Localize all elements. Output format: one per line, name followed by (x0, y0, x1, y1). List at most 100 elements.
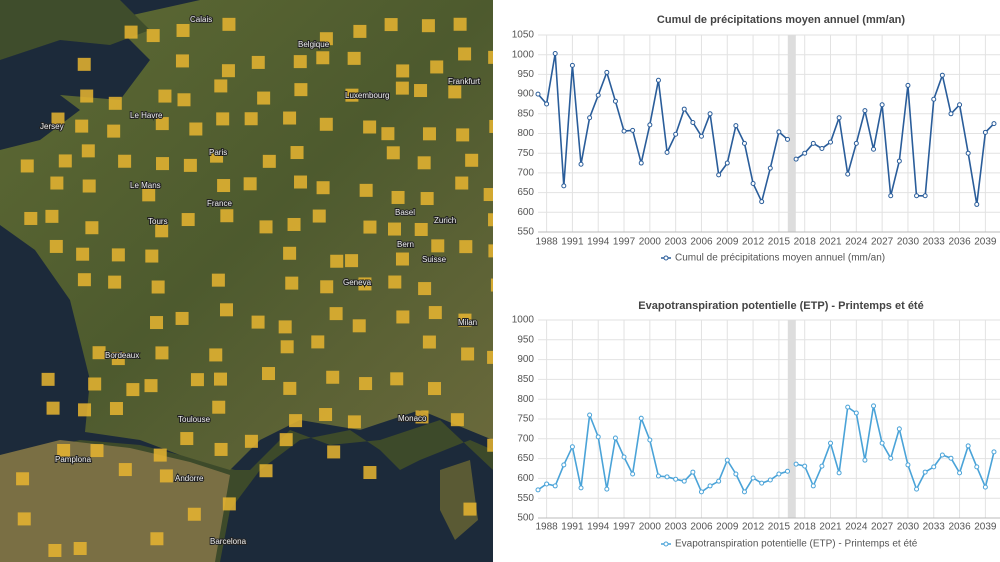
grid-cell (251, 55, 265, 69)
grid-cell (395, 81, 409, 95)
data-point (535, 487, 541, 493)
y-tick-label: 550 (517, 227, 534, 238)
y-tick-label: 650 (517, 453, 534, 464)
grid-cell (259, 220, 273, 234)
grid-cell (251, 315, 265, 329)
legend-swatch (663, 255, 669, 261)
grid-cell (92, 346, 106, 360)
grid-cell (144, 379, 158, 393)
x-tick-label: 2012 (742, 522, 765, 533)
data-point (888, 193, 894, 199)
grid-cell (151, 280, 165, 294)
grid-cell (142, 188, 156, 202)
map-label: Basel (395, 208, 415, 217)
grid-cell (316, 51, 330, 65)
map-label: France (207, 199, 232, 208)
data-point (957, 470, 963, 476)
x-tick-label: 2021 (819, 237, 842, 248)
data-point (914, 193, 920, 199)
data-point (733, 471, 739, 477)
grid-cell (257, 91, 271, 105)
grid-cell (326, 370, 340, 384)
data-point (612, 98, 618, 104)
grid-cell (287, 217, 301, 231)
data-point (561, 183, 567, 189)
grid-cell (320, 280, 334, 294)
grid-cell (41, 372, 55, 386)
grid-cell (283, 111, 297, 125)
grid-cell (319, 32, 333, 46)
grid-cell (428, 382, 442, 396)
y-tick-label: 900 (517, 354, 534, 365)
grid-cell (363, 220, 377, 234)
grid-cell (156, 157, 170, 171)
x-tick-label: 1997 (613, 522, 636, 533)
data-point (836, 470, 842, 476)
x-tick-label: 2012 (742, 237, 765, 248)
grid-cell (244, 434, 258, 448)
x-tick-label: 2033 (923, 237, 946, 248)
grid-cell (213, 372, 227, 386)
grid-cell (262, 154, 276, 168)
grid-cell (259, 464, 273, 478)
data-point (681, 478, 687, 484)
map-label: Belgique (298, 40, 330, 49)
data-point (871, 146, 877, 152)
grid-cell (381, 127, 395, 141)
grid-cell (212, 400, 226, 414)
grid-cell (124, 25, 138, 39)
x-tick-label: 2015 (768, 522, 791, 533)
y-tick-label: 700 (517, 433, 534, 444)
grid-cell (345, 88, 359, 102)
data-point (793, 156, 799, 162)
data-point (914, 486, 920, 492)
grid-cell (465, 153, 479, 167)
grid-cell (363, 120, 377, 134)
x-tick-label: 1994 (587, 237, 610, 248)
data-point (604, 69, 610, 75)
data-point (784, 468, 790, 474)
grid-cell (118, 463, 132, 477)
x-tick-label: 2039 (974, 522, 997, 533)
map-label: Toulouse (178, 415, 211, 424)
x-tick-label: 2009 (716, 522, 739, 533)
data-point (664, 149, 670, 155)
data-point (638, 160, 644, 166)
grid-cell (145, 249, 159, 263)
y-tick-label: 550 (517, 493, 534, 504)
data-point (828, 139, 834, 145)
grid-cell (45, 209, 59, 223)
data-point (724, 160, 730, 166)
data-point (698, 489, 704, 495)
grid-cell (422, 335, 436, 349)
grid-cell (111, 248, 125, 262)
data-point (793, 461, 799, 467)
data-point (759, 199, 765, 205)
data-point (896, 158, 902, 164)
map-label: Monaco (398, 414, 427, 423)
y-tick-label: 500 (517, 513, 534, 524)
grid-cell (16, 472, 30, 486)
grid-cell (293, 55, 307, 69)
data-point (810, 483, 816, 489)
grid-cell (418, 282, 432, 296)
grid-cell (155, 117, 169, 131)
grid-cell (49, 239, 63, 253)
grid-cell (347, 415, 361, 429)
x-tick-label: 2003 (665, 237, 688, 248)
grid-cell (82, 179, 96, 193)
data-point (965, 150, 971, 156)
grid-cell (190, 373, 204, 387)
data-point (862, 108, 868, 114)
data-point (569, 444, 575, 450)
grid-cell (290, 146, 304, 160)
grid-cell (311, 335, 325, 349)
grid-cell (294, 83, 308, 97)
grid-cell (431, 239, 445, 253)
grid-cell (57, 443, 71, 457)
grid-cell (384, 18, 398, 32)
x-tick-label: 2018 (794, 237, 817, 248)
period-separator (787, 35, 796, 232)
y-tick-label: 900 (517, 89, 534, 100)
grid-cell (177, 93, 191, 107)
